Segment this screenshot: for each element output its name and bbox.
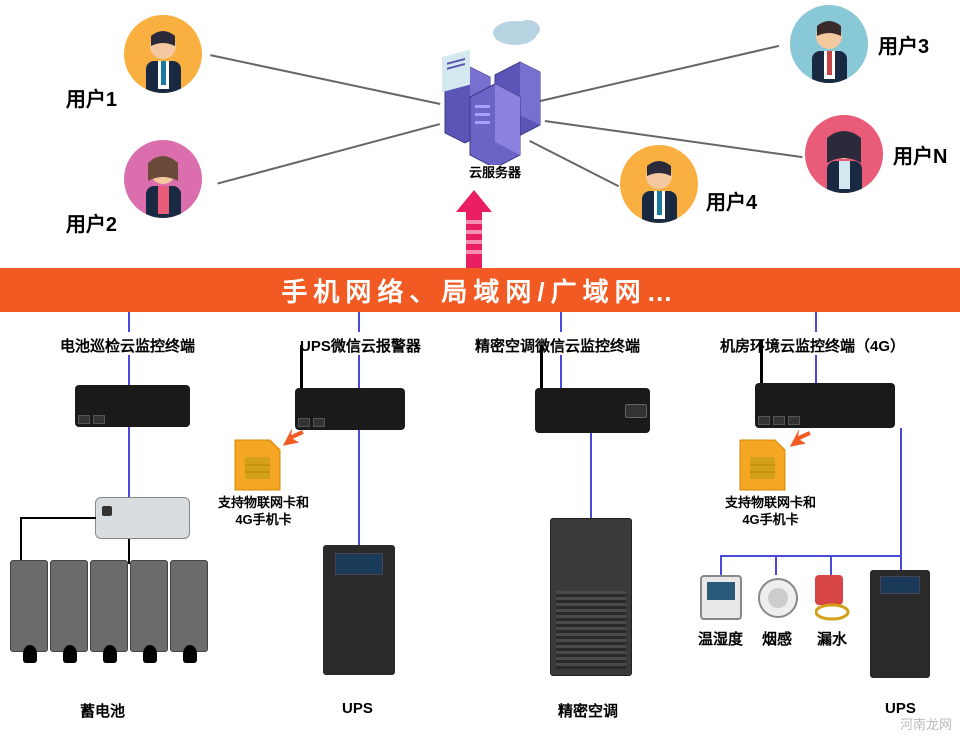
temp-humidity-sensor: [700, 575, 742, 620]
ups-label-1: UPS: [342, 700, 373, 717]
temp-label: 温湿度: [698, 628, 743, 649]
cloud-server-icon: 云服务器: [415, 15, 575, 181]
wire: [358, 355, 360, 388]
power-injector: [95, 497, 190, 539]
sim-arrow-icon: [278, 423, 306, 452]
wire: [720, 555, 722, 575]
user-n: 用户N: [805, 115, 947, 193]
battery-array: [10, 560, 208, 652]
banner-text: 手机网络、局域网/广域网…: [281, 272, 678, 309]
terminal-2-label: UPS微信云报警器: [300, 335, 421, 356]
sim-card-icon: [230, 435, 285, 500]
ups-device-1: [323, 545, 395, 675]
wire: [358, 430, 360, 545]
terminal-1-device: [75, 385, 190, 427]
wire: [900, 428, 902, 558]
leak-sensor: [815, 575, 850, 626]
wire: [720, 555, 902, 557]
antenna-icon: [760, 340, 763, 385]
antenna-icon: [540, 345, 543, 390]
user-n-label: 用户N: [893, 140, 947, 169]
wire: [358, 312, 360, 332]
wire: [560, 312, 562, 332]
wire: [775, 555, 777, 575]
user-2: 用户2: [66, 140, 202, 237]
upload-arrow-icon: [454, 190, 494, 275]
user-1-label: 用户1: [66, 83, 117, 112]
user-1: 用户1: [66, 15, 202, 112]
sim-card-icon: [735, 435, 790, 500]
connection-line: [217, 124, 440, 185]
connection-line: [540, 45, 779, 102]
smoke-sensor: [758, 578, 798, 618]
wire: [128, 427, 130, 497]
user-4-label: 用户4: [706, 186, 757, 215]
wire: [815, 312, 817, 332]
connection-line: [210, 55, 440, 105]
wire: [128, 355, 130, 385]
wire: [560, 355, 562, 388]
terminal-3-label: 精密空调微信云监控终端: [475, 335, 640, 356]
terminal-3-device: [535, 388, 650, 433]
terminal-1-label: 电池巡检云监控终端: [60, 335, 195, 356]
wire: [590, 433, 592, 518]
wire: [815, 355, 817, 383]
user-3: 用户3: [790, 5, 929, 83]
sim-note-1: 支持物联网卡和 4G手机卡: [218, 495, 309, 529]
wire: [830, 555, 832, 575]
precision-ac: [550, 518, 632, 676]
wire: [20, 517, 96, 519]
leak-label: 漏水: [817, 628, 847, 649]
wire: [128, 312, 130, 332]
smoke-label: 烟感: [762, 628, 792, 649]
sim-note-2: 支持物联网卡和 4G手机卡: [725, 495, 816, 529]
terminal-4-device: [755, 383, 895, 428]
user-2-label: 用户2: [66, 208, 117, 237]
ups-device-2: [870, 570, 930, 678]
terminal-2-device: [295, 388, 405, 430]
sim-arrow-icon: [785, 424, 813, 453]
user-4: 用户4: [620, 145, 757, 223]
terminal-4-label: 机房环境云监控终端（4G）: [720, 335, 905, 356]
watermark: 河南龙网: [900, 714, 952, 733]
user-3-label: 用户3: [878, 30, 929, 59]
battery-label: 蓄电池: [80, 700, 125, 721]
network-banner: 手机网络、局域网/广域网…: [0, 268, 960, 312]
ac-label: 精密空调: [558, 700, 618, 721]
antenna-icon: [300, 345, 303, 390]
